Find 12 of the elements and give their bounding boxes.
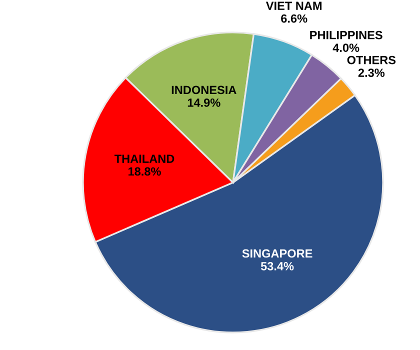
slice-label: OTHERS [347,56,396,64]
data-label: 4.0% [332,44,360,52]
data-label: 18.8% [128,167,161,176]
data-label: 6.6% [281,14,308,23]
slice-label: THAILAND [114,154,174,163]
data-label: 53.4% [260,262,294,270]
slice-label: VIET NAM [266,2,322,10]
slice-label: PHILIPPINES [310,30,382,40]
data-label: 2.3% [358,68,385,77]
slice-label: SINGAPORE [242,249,312,258]
data-label: 14.9% [188,98,220,107]
slice-label: INDONESIA [172,86,236,94]
